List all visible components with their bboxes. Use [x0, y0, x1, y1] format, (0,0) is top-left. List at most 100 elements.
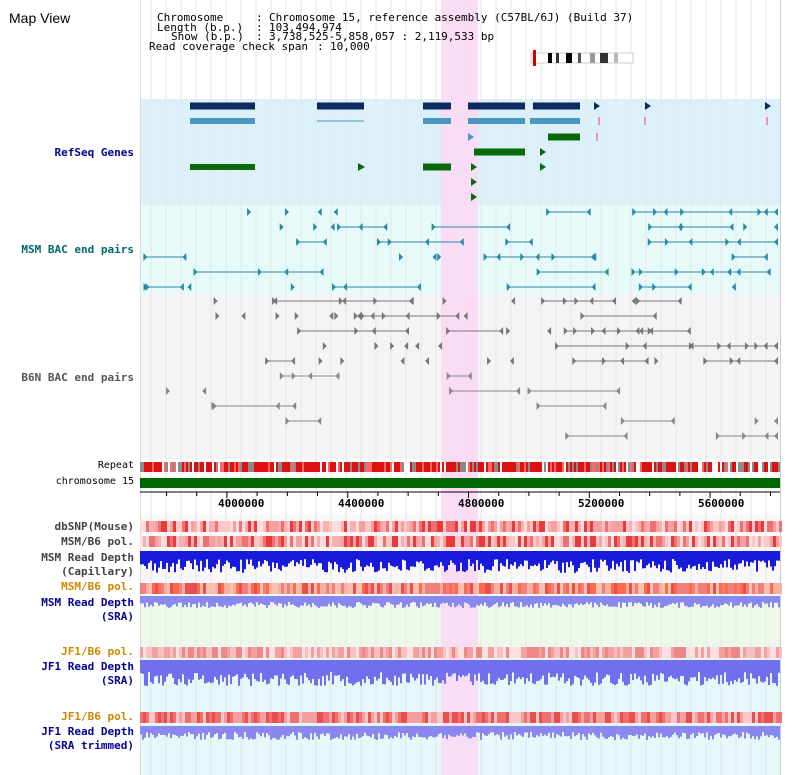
heat-cell: [719, 712, 722, 723]
depth-bar: [324, 726, 326, 737]
bac-end-marker: [463, 312, 468, 320]
depth-bar: [466, 551, 468, 571]
depth-bar: [450, 596, 452, 607]
bac-end-marker: [565, 432, 570, 440]
depth-bar: [202, 660, 204, 676]
depth-bar: [732, 551, 734, 570]
repeat-block: [282, 462, 284, 472]
depth-bar: [548, 551, 550, 566]
heat-cell: [698, 647, 701, 658]
heat-cell: [362, 521, 365, 532]
heat-cell: [188, 536, 191, 547]
depth-bar: [598, 660, 600, 685]
heat-cell: [539, 712, 542, 723]
depth-bar: [232, 726, 234, 740]
depth-bar: [276, 726, 278, 740]
depth-bar: [268, 596, 270, 606]
depth-bar: [332, 726, 334, 739]
repeat-block: [422, 462, 424, 472]
depth-bar: [670, 596, 672, 605]
depth-bar: [328, 726, 330, 734]
jf1-depth-trimmed-sub-label: (SRA trimmed): [47, 739, 134, 752]
heat-cell: [290, 712, 293, 723]
repeat-block: [352, 462, 354, 472]
depth-bar: [368, 596, 370, 606]
depth-bar: [252, 726, 254, 740]
depth-bar: [642, 726, 644, 736]
heat-cell: [773, 583, 776, 594]
heat-cell: [575, 647, 578, 658]
depth-bar: [744, 726, 746, 739]
heat-cell: [548, 647, 551, 658]
heat-cell: [236, 583, 239, 594]
repeat-block: [190, 462, 192, 472]
heat-cell: [716, 521, 719, 532]
depth-bar: [180, 726, 182, 736]
gene-exon: [423, 102, 451, 110]
depth-bar: [482, 596, 484, 606]
heat-cell: [245, 647, 248, 658]
repeat-block: [356, 462, 358, 472]
repeat-block: [366, 462, 368, 472]
depth-bar: [734, 660, 736, 680]
depth-bar: [206, 551, 208, 560]
depth-bar: [518, 726, 520, 735]
gene-arrow: [594, 102, 600, 110]
bac-end-marker: [516, 387, 521, 395]
depth-bar: [254, 596, 256, 607]
repeat-block: [416, 462, 418, 472]
depth-bar: [598, 726, 600, 739]
depth-bar: [214, 726, 216, 735]
repeat-block: [464, 462, 466, 472]
heat-cell: [161, 521, 164, 532]
depth-bar: [582, 551, 584, 563]
depth-bar: [620, 726, 622, 740]
repeat-block: [600, 462, 602, 472]
heat-cell: [281, 712, 284, 723]
heat-cell: [737, 712, 740, 723]
heat-cell: [563, 583, 566, 594]
depth-bar: [442, 726, 444, 738]
repeat-block: [478, 462, 480, 472]
depth-bar: [346, 551, 348, 570]
depth-bar: [456, 726, 458, 736]
repeat-block: [744, 462, 746, 472]
heat-cell: [698, 521, 701, 532]
heat-cell: [395, 712, 398, 723]
bac-end-marker: [241, 312, 246, 320]
bac-end-marker: [744, 342, 749, 350]
heat-cell: [365, 583, 368, 594]
heat-cell: [731, 712, 734, 723]
depth-bar: [362, 551, 364, 571]
repeat-block: [746, 462, 748, 472]
repeat-block: [450, 462, 452, 472]
heat-cell: [233, 583, 236, 594]
chromosome-track-label: chromosome 15: [55, 476, 134, 487]
depth-bar: [602, 660, 604, 679]
depth-bar: [262, 551, 264, 564]
heat-cell: [713, 583, 716, 594]
repeat-block: [614, 462, 616, 472]
depth-bar: [300, 551, 302, 561]
repeat-block: [228, 462, 230, 472]
heat-cell: [164, 521, 167, 532]
heat-cell: [779, 536, 782, 547]
heat-cell: [716, 647, 719, 658]
heat-cell: [485, 647, 488, 658]
heat-cell: [401, 521, 404, 532]
gene-exon: [474, 148, 525, 156]
depth-bar: [376, 726, 378, 740]
heat-cell: [605, 647, 608, 658]
depth-bar: [194, 726, 196, 740]
depth-bar: [250, 551, 252, 560]
depth-bar: [426, 660, 428, 675]
heat-cell: [440, 647, 443, 658]
heat-cell: [485, 536, 488, 547]
heat-cell: [599, 647, 602, 658]
depth-bar: [204, 596, 206, 607]
heat-cell: [614, 712, 617, 723]
repeat-block: [508, 462, 510, 472]
heat-cell: [458, 712, 461, 723]
depth-bar: [478, 726, 480, 733]
